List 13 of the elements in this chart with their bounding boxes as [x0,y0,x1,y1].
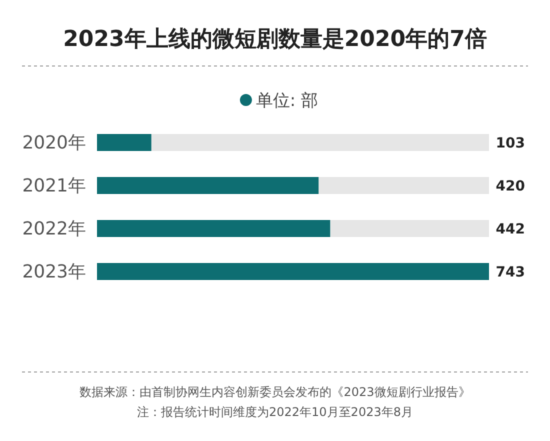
data-label: 103 [496,136,525,152]
data-label: 743 [496,264,525,280]
y-tick-label: 2020年 [22,132,86,154]
text: 注：报告统计时间维度为2022年10月至2023年8月 [137,405,413,419]
y-tick-label: 2022年 [22,218,86,240]
y-tick-label: 2021年 [22,176,86,196]
legend-label: 单位: 部 [256,91,318,111]
data-label: 442 [496,222,525,238]
data-label: 420 [496,178,526,194]
source-note: 数据来源：由首制协网生内容创新委员会发布的《2023微短剧行业报告》 [80,385,470,399]
y-tick-label: 2023年 [22,262,86,282]
legend: 单位: 部 [240,91,318,111]
chart-title: 2023年上线的微短剧数量是2020年的7倍 [63,27,487,52]
